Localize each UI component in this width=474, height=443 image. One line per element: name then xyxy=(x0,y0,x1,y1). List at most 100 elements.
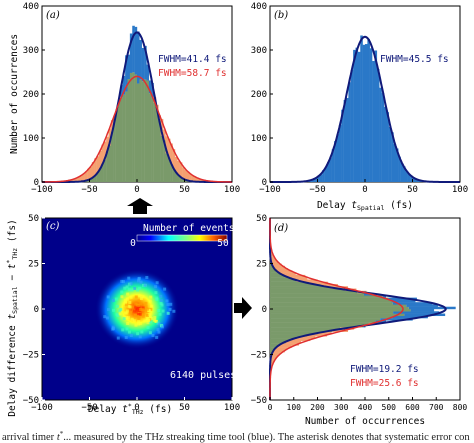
heatmap-cell xyxy=(150,316,154,320)
hist-bar xyxy=(374,50,378,183)
panel-d-fwhm-blue: FWHM=19.2 fs xyxy=(350,364,419,375)
x-tick-label: −100 xyxy=(259,185,281,195)
panel-a-ylabel: Number of occurrences xyxy=(9,34,20,154)
x-tick-label: −50 xyxy=(309,185,325,195)
y-tick-label: 200 xyxy=(23,90,39,100)
hist-bar xyxy=(324,167,328,182)
hist-bar xyxy=(379,87,382,182)
hist-bar-overlap xyxy=(110,131,114,182)
heatmap-cell xyxy=(118,312,122,316)
panel-c-xlabel: Delay t*THz (fs) xyxy=(88,402,172,416)
hist-bar-overlap xyxy=(118,98,121,182)
hist-bar xyxy=(384,106,387,182)
heatmap-cell xyxy=(159,301,163,305)
hist-bar-overlap xyxy=(165,153,169,182)
y-tick-label: −50 xyxy=(23,396,39,406)
panel-a-axes: −100 −50 0 50 100 0 100 200 300 400 xyxy=(23,2,240,195)
heatmap-cell xyxy=(103,315,107,319)
panel-a-bars xyxy=(42,25,233,182)
hist-bar-overlap xyxy=(156,110,159,182)
hist-bar-overlap xyxy=(270,302,393,305)
heatmap-cell xyxy=(141,306,145,310)
heatmap-cell xyxy=(132,319,136,323)
hist-bar-overlap xyxy=(270,279,297,282)
hist-bar-overlap xyxy=(127,79,131,182)
x-tick-label: 100 xyxy=(224,185,240,195)
hist-bar-overlap xyxy=(94,175,97,182)
hist-bar-overlap xyxy=(270,306,409,310)
hist-bar xyxy=(331,149,335,182)
heatmap-cell xyxy=(160,325,164,329)
x-tick-label: 0 xyxy=(134,403,139,413)
y-tick-label: 0 xyxy=(34,305,39,315)
heatmap-cell xyxy=(147,318,151,322)
panel-d-fits xyxy=(269,218,447,400)
hist-bar-overlap xyxy=(270,265,273,269)
hist-bar xyxy=(270,258,277,262)
hist-bar xyxy=(369,48,373,182)
hist-bar xyxy=(94,158,97,176)
heatmap-cell xyxy=(143,283,147,287)
hist-bar xyxy=(179,162,183,178)
heatmap-cell xyxy=(149,320,153,324)
y-tick-label: 400 xyxy=(251,2,267,12)
heatmap-cell xyxy=(144,305,148,309)
heatmap-cell xyxy=(111,325,115,329)
hist-bar xyxy=(296,336,316,339)
hist-bar xyxy=(276,270,293,273)
hist-bar xyxy=(270,256,275,260)
heatmap-cell xyxy=(105,316,109,320)
heatmap-cell xyxy=(134,323,138,327)
panel-d-axes: 0 100 200 300 400 500 600 700 800 −50 −25 0 25 50 xyxy=(251,214,468,412)
hist-bar-overlap xyxy=(148,93,152,182)
hist-bar-overlap xyxy=(270,347,275,351)
hist-bar xyxy=(272,265,285,269)
heatmap-cell xyxy=(137,303,141,307)
y-tick-label: 0 xyxy=(262,178,267,188)
hist-bar-overlap xyxy=(270,295,383,298)
heatmap-cell xyxy=(155,335,159,339)
y-tick-label: −25 xyxy=(23,351,39,361)
heatmap-cell xyxy=(149,295,153,299)
hist-bar-overlap xyxy=(270,304,407,307)
x-tick-label: 200 xyxy=(310,403,325,412)
hist-bar xyxy=(276,345,292,348)
heatmap-cell xyxy=(130,317,134,321)
hist-bar xyxy=(186,171,190,181)
heatmap-cell xyxy=(172,309,176,313)
hist-bar xyxy=(382,295,387,298)
heatmap-cell xyxy=(146,326,150,330)
hist-bar xyxy=(395,148,399,182)
hist-bar-overlap xyxy=(270,268,275,271)
hist-bar-overlap xyxy=(270,349,273,353)
hist-bar xyxy=(350,69,354,182)
hist-bar xyxy=(391,299,416,303)
hist-bar xyxy=(355,47,359,183)
hist-bar xyxy=(80,175,83,182)
hist-bar xyxy=(198,179,202,182)
hist-bar-overlap xyxy=(137,83,140,182)
panel-b-xlabel: Delay tSpatial (fs) xyxy=(317,200,413,212)
hist-bar xyxy=(201,179,204,182)
fit-curve-blue xyxy=(42,31,232,183)
hist-bar xyxy=(175,156,178,173)
caption-fragment: arrival timer t*... measured by the THz … xyxy=(2,430,470,443)
hist-bar-overlap xyxy=(146,80,150,182)
heatmap-cell xyxy=(138,321,142,325)
hist-bar xyxy=(334,141,337,182)
heatmap-cell xyxy=(126,321,130,325)
heatmap-cell xyxy=(123,302,127,306)
hist-bar-overlap xyxy=(91,177,95,182)
hist-bar xyxy=(101,144,104,164)
y-tick-label: −25 xyxy=(251,351,267,361)
heatmap-cell xyxy=(134,295,138,299)
heatmap-cell xyxy=(159,298,163,302)
y-tick-label: 0 xyxy=(262,305,267,315)
hist-bar-overlap xyxy=(125,91,128,182)
hist-bar-overlap xyxy=(270,340,286,344)
hist-bar-overlap xyxy=(115,110,119,182)
panel-b: −100 −50 0 50 100 0 100 200 300 400 (b) FWHM=45.5… xyxy=(251,2,468,212)
heatmap-cell xyxy=(121,280,125,284)
heatmap-cell xyxy=(127,276,131,280)
